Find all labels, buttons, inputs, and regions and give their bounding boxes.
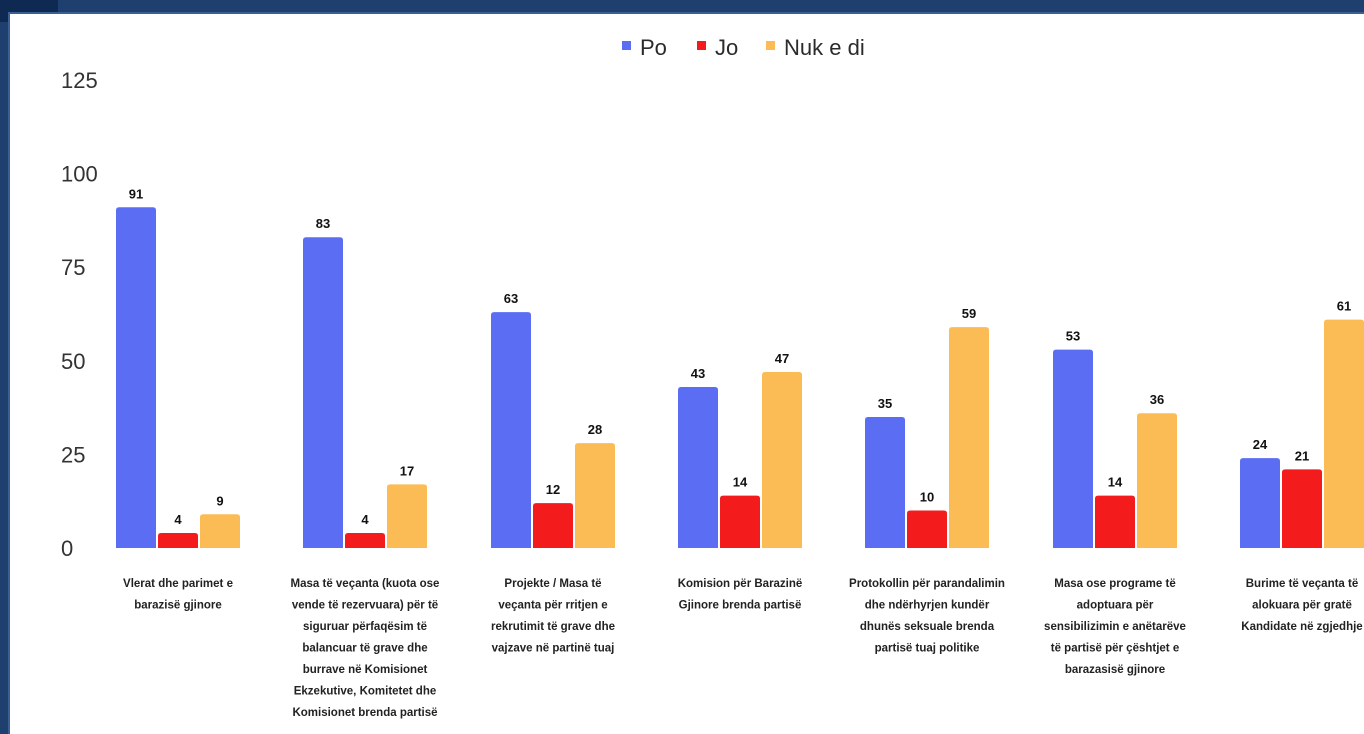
data-label-jo-1: 4 [174, 512, 182, 527]
chart-legend: Po Jo Nuk e di [622, 35, 865, 60]
bar-nuk-e-di-2 [387, 484, 427, 548]
y-tick-label-100: 100 [61, 162, 98, 187]
data-label-jo-3: 12 [546, 482, 560, 497]
data-label-jo-7: 21 [1295, 448, 1309, 463]
y-axis-ticks: 0 25 50 75 100 125 [61, 68, 98, 561]
data-label-po-1: 91 [129, 186, 143, 201]
bar-po-2 [303, 237, 343, 549]
category-label-2: Masa të veçanta (kuota ose vende të rezer… [291, 578, 440, 719]
y-tick-label-75: 75 [61, 255, 85, 280]
bar-nuk-e-di-1 [200, 514, 240, 548]
data-label-po-3: 63 [504, 291, 518, 306]
bar-jo-4 [720, 495, 760, 548]
y-tick-label-50: 50 [61, 349, 85, 374]
bar-po-6 [1053, 349, 1093, 548]
bar-jo-7 [1282, 469, 1322, 548]
legend-label-po: Po [640, 35, 667, 60]
data-label-jo-4: 14 [733, 475, 748, 490]
bars-layer [116, 207, 1364, 549]
chart-card [8, 12, 1364, 734]
bar-jo-6 [1095, 495, 1135, 548]
data-label-jo-6: 14 [1108, 475, 1123, 490]
legend-label-nuk-e-di: Nuk e di [784, 35, 865, 60]
data-label-po-4: 43 [691, 366, 705, 381]
data-label-jo-2: 4 [361, 512, 369, 527]
bar-jo-1 [158, 533, 198, 548]
y-tick-label-25: 25 [61, 442, 85, 467]
bar-po-4 [678, 387, 718, 548]
data-label-nuk-e-di-4: 47 [775, 351, 789, 366]
data-label-nuk-e-di-2: 17 [400, 463, 414, 478]
legend-label-jo: Jo [715, 35, 738, 60]
data-label-nuk-e-di-5: 59 [962, 306, 976, 321]
y-tick-label-125: 125 [61, 68, 98, 93]
category-label-7: Burime të veçanta të alokuara për gratë Ka… [1241, 578, 1362, 633]
category-label-5: Protokollin për parandalimin dhe ndërhyrj… [849, 578, 1005, 655]
bar-nuk-e-di-6 [1137, 413, 1177, 548]
bar-nuk-e-di-3 [575, 443, 615, 548]
data-label-nuk-e-di-1: 9 [216, 493, 223, 508]
data-label-nuk-e-di-3: 28 [588, 422, 602, 437]
data-label-po-7: 24 [1253, 437, 1268, 452]
category-labels-layer: Vlerat dhe parimet e barazisë gjinore Masa… [123, 578, 1363, 719]
y-tick-label-0: 0 [61, 536, 73, 561]
data-label-nuk-e-di-6: 36 [1150, 392, 1164, 407]
bar-po-3 [491, 312, 531, 548]
bar-jo-3 [533, 503, 573, 548]
bar-nuk-e-di-5 [949, 327, 989, 548]
data-label-po-5: 35 [878, 396, 892, 411]
category-label-6: Masa ose programe të adoptuara për sensibi… [1044, 578, 1186, 676]
legend-swatch-po [622, 41, 631, 50]
data-label-nuk-e-di-7: 61 [1337, 299, 1351, 314]
bar-po-7 [1240, 458, 1280, 548]
bar-jo-2 [345, 533, 385, 548]
bar-po-5 [865, 416, 905, 548]
legend-swatch-jo [697, 41, 706, 50]
legend-swatch-nuk-e-di [766, 41, 775, 50]
data-labels-layer: 91 83 63 43 35 53 24 4 4 12 14 10 14 21 9 17 28 47 59 36 61 [129, 186, 1351, 527]
bar-nuk-e-di-4 [762, 372, 802, 548]
data-label-jo-5: 10 [920, 490, 934, 505]
bar-jo-5 [907, 510, 947, 548]
data-label-po-6: 53 [1066, 329, 1080, 344]
bar-nuk-e-di-7 [1324, 319, 1364, 548]
category-label-4: Komision për Barazinë Gjinore brenda part… [678, 578, 803, 612]
data-label-po-2: 83 [316, 216, 330, 231]
category-label-1: Vlerat dhe parimet e barazisë gjinore [123, 578, 233, 612]
bar-po-1 [116, 207, 156, 548]
